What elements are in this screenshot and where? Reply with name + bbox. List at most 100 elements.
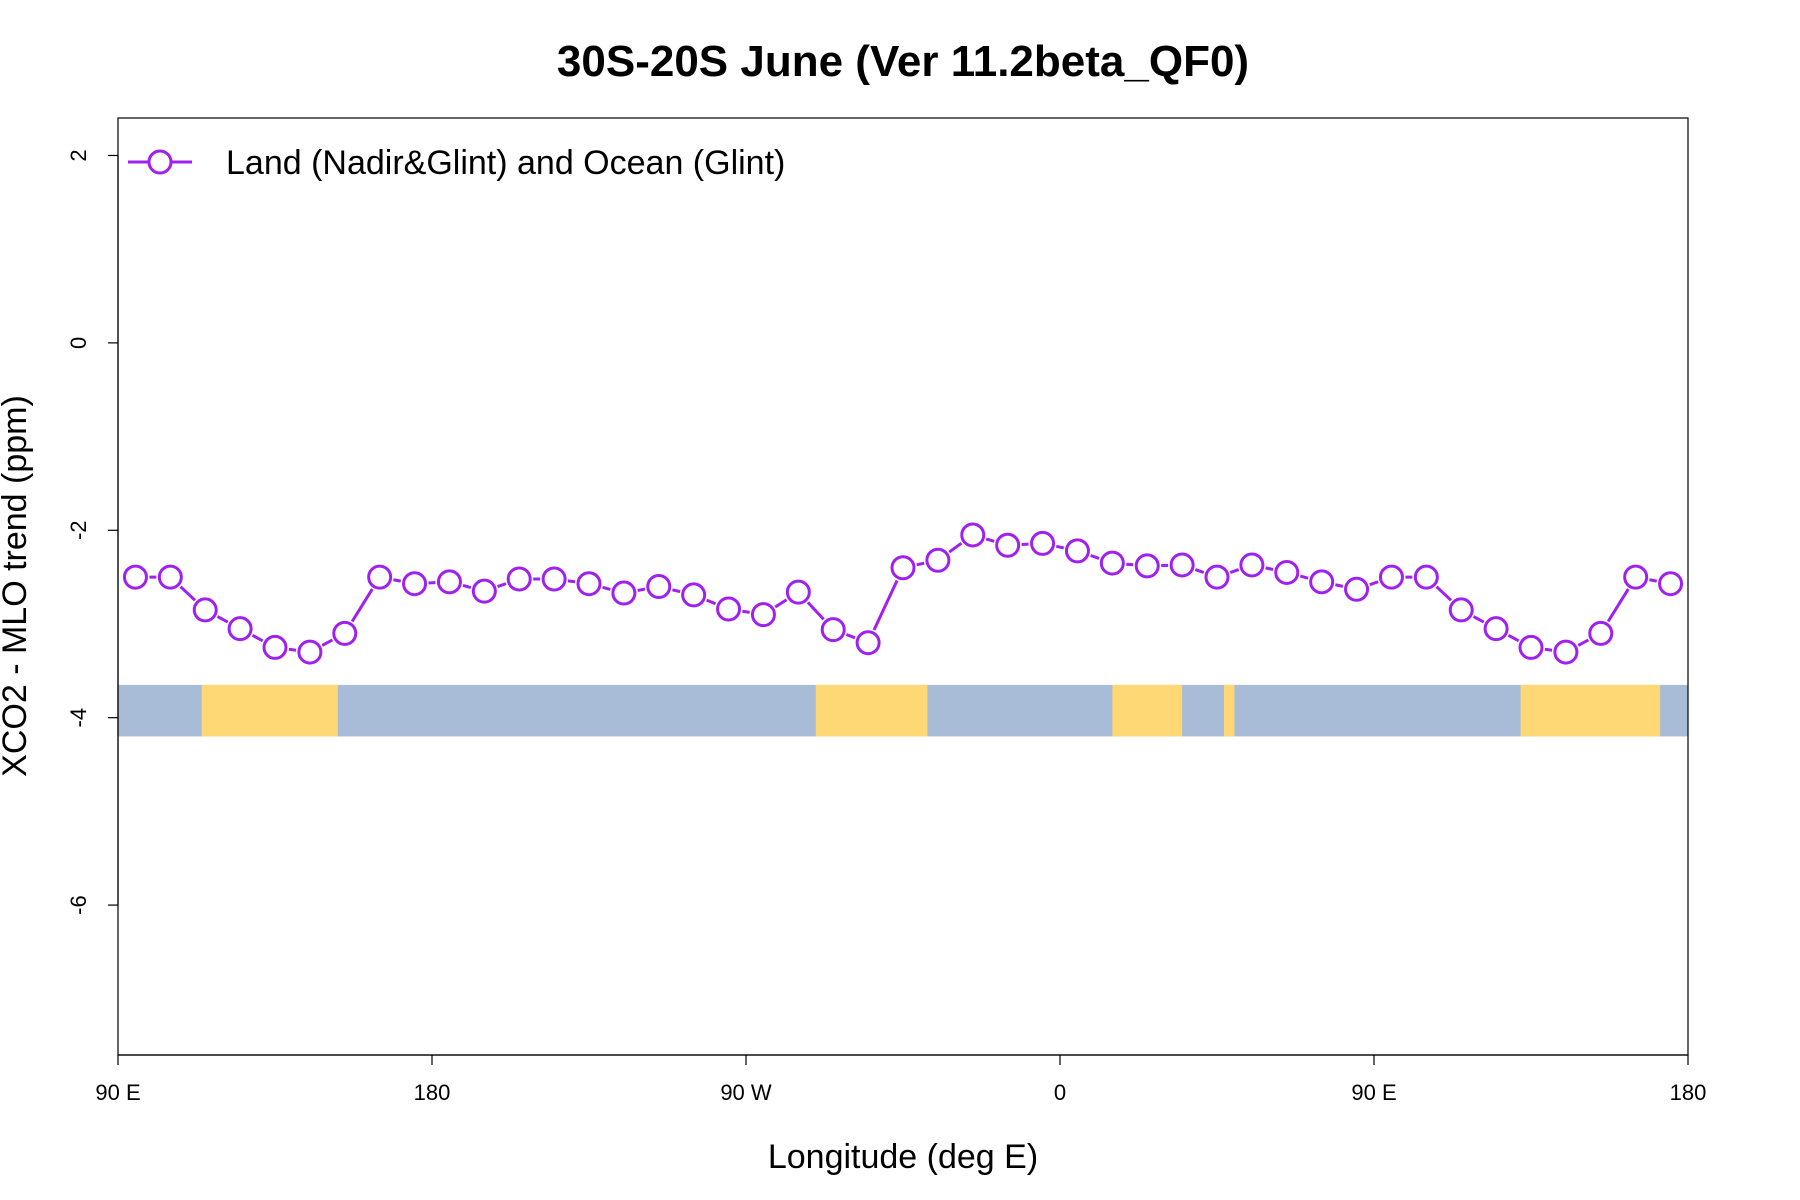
- data-point: [402, 571, 428, 597]
- data-point: [611, 580, 637, 606]
- data-point: [646, 574, 672, 599]
- series-line-segment: [1090, 554, 1100, 560]
- land-segment: [815, 684, 928, 737]
- series-line-segment: [602, 585, 611, 591]
- data-point: [716, 596, 742, 622]
- series-line-segment: [288, 647, 297, 652]
- data-point: [1169, 552, 1195, 578]
- series-line-segment: [1577, 638, 1590, 647]
- series-line-segment: [845, 633, 856, 640]
- data-point: [925, 547, 951, 573]
- series-line-segment: [706, 598, 717, 606]
- data-point: [1413, 564, 1439, 590]
- series-line-segment: [1229, 568, 1240, 574]
- plot-frame: [117, 117, 1689, 1056]
- series-line-segment: [1055, 544, 1065, 550]
- x-tick-label: 90 E: [95, 1080, 140, 1105]
- y-tick-label: -4: [66, 708, 91, 728]
- series-line-segment: [1606, 588, 1630, 623]
- data-point: [576, 571, 602, 597]
- x-tick-label: 90 E: [1351, 1080, 1396, 1105]
- data-point: [1030, 530, 1056, 556]
- series-line-segment: [1194, 568, 1205, 574]
- data-point: [436, 569, 462, 595]
- x-tick-label: 90 W: [720, 1080, 772, 1105]
- legend: Land (Nadir&Glint) and Ocean (Glint): [128, 144, 785, 182]
- series-line-segment: [321, 638, 334, 647]
- data-point: [1239, 552, 1265, 578]
- series-line-segment: [672, 588, 681, 594]
- data-point: [1064, 538, 1090, 564]
- x-axis-title: Longitude (deg E): [768, 1138, 1038, 1176]
- legend-entry-label: Land (Nadir&Glint) and Ocean (Glint): [226, 144, 785, 182]
- land-segment: [1520, 684, 1661, 737]
- series-line-segment: [393, 578, 402, 583]
- data-point: [1099, 550, 1125, 576]
- data-point: [1309, 569, 1335, 595]
- legend-marker-swatch: [147, 149, 173, 175]
- series-layer: [122, 522, 1684, 665]
- data-point: [681, 582, 707, 608]
- land-segment: [1112, 684, 1183, 737]
- data-point: [960, 522, 986, 548]
- data-point: [157, 564, 183, 590]
- series-line-segment: [216, 615, 229, 624]
- series-line-segment: [462, 583, 472, 590]
- data-point: [890, 555, 916, 581]
- data-point: [192, 597, 218, 623]
- data-point: [471, 578, 497, 604]
- series-line-segment: [1369, 580, 1379, 587]
- data-point: [122, 564, 148, 590]
- series-line-segment: [774, 598, 788, 609]
- land-segment: [1223, 684, 1235, 737]
- data-point: [820, 617, 846, 643]
- data-point: [541, 566, 567, 592]
- land-segment: [201, 684, 338, 737]
- data-point: [785, 579, 811, 605]
- data-point: [262, 634, 288, 660]
- data-point: [855, 630, 881, 656]
- x-tick-label: 180: [414, 1080, 451, 1105]
- series-line-segment: [567, 579, 576, 584]
- data-point: [297, 639, 323, 665]
- series-line-segment: [637, 587, 646, 592]
- series-line-segment: [1435, 585, 1453, 602]
- data-point: [1344, 576, 1370, 602]
- data-point: [750, 602, 776, 628]
- data-point: [332, 620, 358, 646]
- y-axis-title: XCO2 - MLO trend (ppm): [0, 395, 34, 777]
- series-line-segment: [916, 561, 925, 567]
- data-point: [1448, 597, 1474, 623]
- data-point: [1588, 620, 1614, 646]
- y-tick-label: -2: [66, 520, 91, 540]
- series-line-segment: [985, 537, 995, 543]
- series-line-segment: [350, 588, 374, 623]
- data-point: [1204, 564, 1230, 590]
- series-line-segment: [1649, 578, 1658, 583]
- data-point: [995, 532, 1021, 558]
- series-line-segment: [872, 579, 899, 631]
- series-line-segment: [1335, 583, 1344, 588]
- data-point: [1518, 634, 1544, 660]
- series-line-segment: [1265, 566, 1274, 571]
- y-tick-label: 2: [66, 149, 91, 161]
- land-ocean-map-strip: [118, 684, 1688, 737]
- series-line-segment: [806, 601, 825, 621]
- data-point: [1483, 616, 1509, 642]
- series-line-segment: [1507, 633, 1520, 643]
- data-point: [1658, 571, 1684, 597]
- chart-title: 30S-20S June (Ver 11.2beta_QF0): [557, 37, 1249, 86]
- data-point: [1378, 564, 1404, 590]
- data-point: [1274, 559, 1300, 585]
- series-line-segment: [179, 585, 197, 602]
- series-line-segment: [1472, 615, 1485, 624]
- series-line-segment: [948, 541, 963, 554]
- x-axis: 90 E 180 90 W 0 90 E 180: [95, 1054, 1707, 1105]
- data-point: [367, 564, 393, 590]
- series-line-segment: [1544, 647, 1553, 652]
- x-tick-label: 180: [1670, 1080, 1707, 1105]
- data-point: [1623, 564, 1649, 590]
- series-line-segment: [1126, 562, 1134, 567]
- series-line-segment: [251, 633, 264, 643]
